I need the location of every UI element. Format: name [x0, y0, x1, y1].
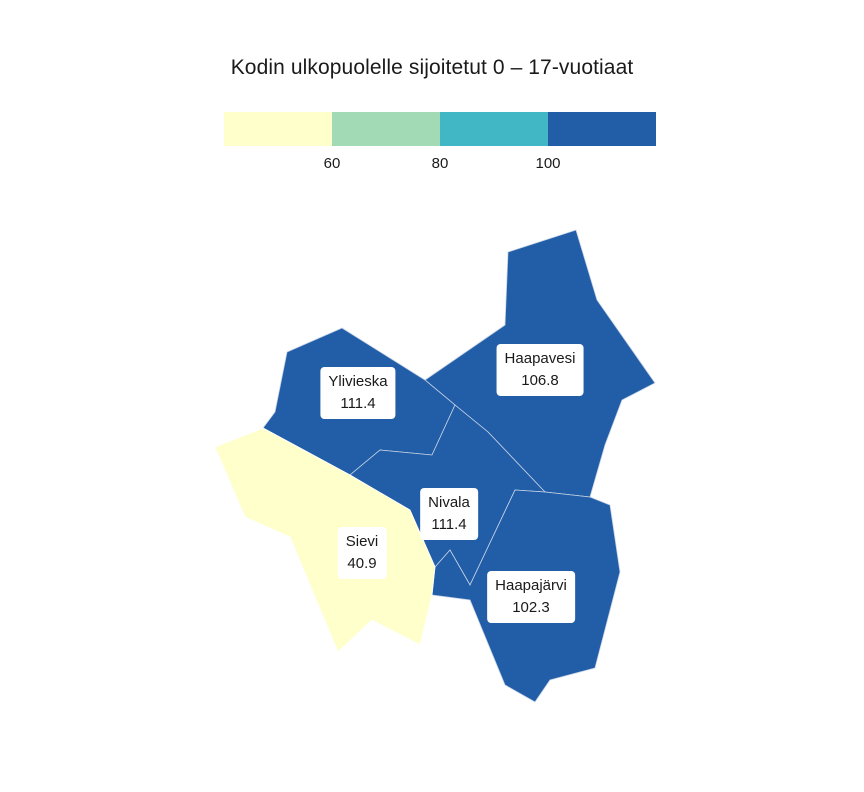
region-label-nivala: Nivala 111.4	[420, 488, 478, 540]
region-name: Nivala	[428, 494, 470, 511]
region-name: Haapajärvi	[495, 577, 567, 594]
region-name: Ylivieska	[328, 373, 388, 390]
legend-tick-60: 60	[323, 155, 341, 172]
region-label-haapavesi: Haapavesi 106.8	[496, 344, 584, 396]
region-value: 106.8	[521, 372, 559, 389]
region-value: 102.3	[512, 599, 550, 616]
legend-tick-100: 100	[535, 155, 561, 172]
color-legend	[224, 112, 656, 146]
region-label-haapajarvi: Haapajärvi 102.3	[487, 571, 575, 623]
region-name: Sievi	[345, 533, 379, 550]
legend-swatch-2	[332, 112, 440, 146]
region-sievi[interactable]	[214, 427, 436, 653]
legend-swatch-4	[548, 112, 656, 146]
region-label-ylivieska: Ylivieska 111.4	[320, 367, 396, 419]
region-value: 111.4	[431, 516, 467, 533]
region-value: 111.4	[340, 395, 376, 412]
region-value: 40.9	[347, 555, 377, 572]
legend-swatch-3	[440, 112, 548, 146]
legend-swatch-1	[224, 112, 332, 146]
map-title: Kodin ulkopuolelle sijoitetut 0 – 17-vuo…	[230, 56, 634, 79]
region-name: Haapavesi	[504, 350, 576, 367]
legend-tick-80: 80	[431, 155, 449, 172]
region-label-sievi: Sievi 40.9	[337, 527, 387, 579]
